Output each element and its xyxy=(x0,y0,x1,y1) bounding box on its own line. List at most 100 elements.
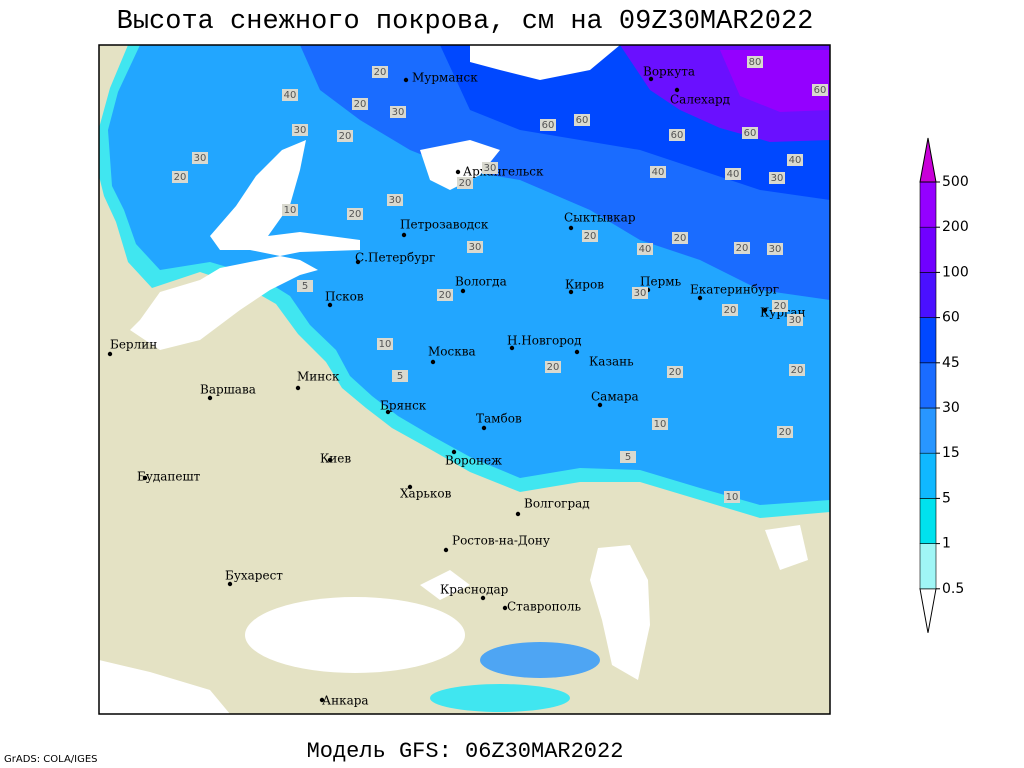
contour-label-box xyxy=(297,280,313,292)
city-label: Екатеринбург xyxy=(690,283,779,297)
city-label: Казань xyxy=(589,355,634,369)
city-dot xyxy=(401,232,407,238)
contour-label-box xyxy=(669,129,685,141)
contour-label: 60 xyxy=(814,85,827,96)
contour-label-box xyxy=(540,119,556,131)
colorbar-segment xyxy=(919,362,937,409)
contour-label-box xyxy=(734,242,750,254)
city-dot xyxy=(227,581,233,587)
contour-label-box xyxy=(767,243,783,255)
city-dot xyxy=(481,425,487,431)
mediterranean xyxy=(99,660,230,714)
contour-label-box xyxy=(372,66,388,78)
cities: Мурманск Воркута Салехард Архангельск Сыктыв… xyxy=(107,65,805,708)
contour-label: 40 xyxy=(789,155,802,166)
contour-label-box xyxy=(652,418,668,430)
city-dot xyxy=(207,395,213,401)
caspian-sea xyxy=(590,545,650,680)
city-label: Самара xyxy=(591,390,639,404)
contour-label-box xyxy=(377,338,393,350)
contour-label-box xyxy=(747,56,763,68)
contour-label-box xyxy=(650,166,666,178)
contour-label-box xyxy=(812,84,828,96)
contour-label: 5 xyxy=(625,452,631,463)
contour-label-box xyxy=(437,289,453,301)
contour-label: 20 xyxy=(174,172,187,183)
city-dot xyxy=(327,457,333,463)
contour-label-box xyxy=(482,162,498,174)
city-label: Архангельск xyxy=(463,165,544,179)
contour-label-box xyxy=(352,98,368,110)
contour-label: 30 xyxy=(389,195,402,206)
contour-label: 20 xyxy=(584,231,597,242)
contour-label: 30 xyxy=(484,163,497,174)
colorbar-segment xyxy=(919,272,937,318)
contour-label-box xyxy=(387,194,403,206)
contour-label: 20 xyxy=(374,67,387,78)
contour-label: 30 xyxy=(634,288,647,299)
city-label: Киров xyxy=(565,278,604,292)
caucasus-snow xyxy=(480,642,600,678)
city-label: Псков xyxy=(325,290,364,304)
contour-label: 5 xyxy=(397,371,403,382)
city-label: Варшава xyxy=(200,383,256,397)
city-label: Краснодар xyxy=(440,583,509,597)
city-dot xyxy=(568,225,574,231)
contour-label: 30 xyxy=(392,107,405,118)
city-label: Москва xyxy=(428,345,476,359)
city-dot xyxy=(142,475,148,481)
city-label: С.Петербург xyxy=(355,251,435,265)
colorbar-label: 15 xyxy=(942,445,960,461)
black-sea xyxy=(245,597,465,673)
city-dot xyxy=(674,87,680,93)
colorbar-label: 45 xyxy=(942,355,960,371)
city-label: Мурманск xyxy=(412,71,478,85)
contour-label-box xyxy=(637,243,653,255)
contour-label-box xyxy=(457,177,473,189)
credit: GrADS: COLA/IGES xyxy=(4,754,98,765)
city-dot xyxy=(509,345,515,351)
contour-label: 20 xyxy=(349,209,362,220)
city-label: Салехард xyxy=(670,93,730,107)
contour-label: 40 xyxy=(652,167,665,178)
city-dot xyxy=(430,359,436,365)
city-label: Бухарест xyxy=(225,569,283,583)
city-dot xyxy=(574,349,580,355)
colorbar-label: 60 xyxy=(942,310,960,326)
city-label: Харьков xyxy=(400,487,452,501)
colorbar-low-triangle xyxy=(919,588,937,633)
contour-label-box xyxy=(725,168,741,180)
city-label: Будапешт xyxy=(137,470,201,484)
barents-sea xyxy=(470,45,620,80)
baltic-sea xyxy=(130,140,360,350)
contour-label: 20 xyxy=(439,290,452,301)
contour-label: 20 xyxy=(354,99,367,110)
city-label: Анкара xyxy=(322,694,369,708)
azov-sea xyxy=(420,570,470,600)
contour-label: 20 xyxy=(774,301,787,312)
colorbar-label: 1 xyxy=(942,536,951,552)
city-dot xyxy=(697,295,703,301)
contour-label: 60 xyxy=(576,115,589,126)
contour-label: 20 xyxy=(339,131,352,142)
contour-label-box xyxy=(777,426,793,438)
contour-label: 20 xyxy=(724,305,737,316)
contour-label-box xyxy=(390,106,406,118)
contour-label: 20 xyxy=(736,243,749,254)
map xyxy=(98,44,831,715)
contour-label: 30 xyxy=(194,153,207,164)
contour-label: 60 xyxy=(542,120,555,131)
city-dot xyxy=(762,307,768,313)
contour-label-box xyxy=(347,208,363,220)
city-dot xyxy=(597,402,603,408)
contour-label-box xyxy=(742,127,758,139)
contour-label: 20 xyxy=(547,362,560,373)
colorbar-segment xyxy=(919,452,937,499)
city-dot xyxy=(460,288,466,294)
contour-label-box xyxy=(787,314,803,326)
city-dot xyxy=(451,449,457,455)
contour-label: 10 xyxy=(379,339,392,350)
contour-label: 30 xyxy=(294,125,307,136)
